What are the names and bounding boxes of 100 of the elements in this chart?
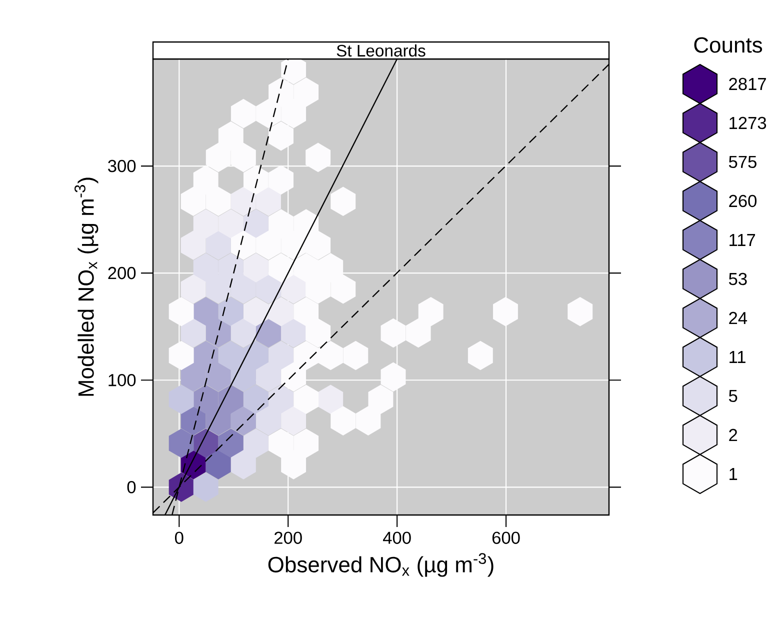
point [330,406,356,436]
point [493,296,518,326]
point [206,450,231,480]
point [193,253,218,282]
point [180,274,206,304]
point [168,340,194,370]
chart-title: St Leonards [336,44,426,57]
point [294,340,319,370]
point [380,318,406,348]
x-tick-label: 600 [492,532,520,544]
point [281,450,306,480]
point [243,165,268,195]
point [268,428,294,458]
x-tick-label: 0 [175,532,184,544]
point [294,253,319,282]
point [230,274,256,304]
point [406,318,431,348]
point [218,121,244,151]
point [218,384,244,414]
point [268,340,294,370]
point [206,186,231,216]
point [243,340,268,370]
legend-label: 1273 [730,116,766,130]
point [168,428,194,458]
point [230,186,256,216]
point [281,274,306,304]
legend-label: 2817 [729,78,766,90]
point [418,296,444,326]
point [193,472,218,502]
point [256,98,281,128]
y-tick-label: 200 [108,266,136,280]
point [268,121,294,151]
point [180,186,206,216]
point [356,406,381,436]
point [306,274,331,304]
point [193,296,218,326]
point [230,230,256,260]
point [568,296,593,326]
point [206,230,231,260]
point [268,78,294,107]
legend-label: 53 [728,272,747,286]
point [268,384,294,414]
legend-title: Counts [694,37,762,53]
point [294,428,319,458]
point [243,296,268,326]
point [218,296,244,326]
point [330,274,356,304]
x-axis-title: Observed NO$_{x}$ (µg m$^{-3}$) [268,553,494,577]
point [243,428,268,458]
point [193,165,218,195]
point [218,253,244,282]
x-tick-label: 200 [274,532,302,544]
point [318,384,344,414]
point [206,318,231,348]
point [243,209,268,238]
point [306,318,331,348]
point [193,209,218,238]
point [193,340,218,370]
point [168,384,194,414]
point [230,98,256,128]
point [268,296,294,326]
point [206,406,231,436]
y-tick-label: 0 [127,481,136,494]
point [368,384,394,414]
point [230,142,256,172]
y-axis-title: Modelled NO$_{x}$ (µg m$^{-3}$) [74,178,98,396]
x-tick-label: 400 [383,532,411,544]
point [180,406,206,436]
point [306,142,331,172]
point [380,362,406,392]
legend-label: 5 [728,390,738,402]
legend-label: 1 [730,468,738,480]
legend-label: 11 [730,351,746,363]
point [206,142,231,172]
point [180,230,206,260]
point [268,209,294,238]
point [268,165,294,195]
legend-label: 117 [730,234,756,246]
point [180,362,206,392]
point [218,209,244,238]
point [330,186,356,216]
point [218,428,244,458]
point [168,296,194,326]
y-tick-label: 100 [108,374,136,386]
legend-label: 260 [729,194,757,208]
point [256,274,281,304]
point [256,406,281,436]
legend-label: 575 [728,156,756,168]
point [230,406,256,436]
point [230,450,256,480]
point [193,428,218,458]
point [294,209,319,238]
point [306,230,331,260]
point [218,340,244,370]
point [243,384,268,414]
legend-label: 24 [729,312,748,324]
point [281,318,306,348]
point [256,230,281,260]
point [256,186,281,216]
point [193,384,218,414]
